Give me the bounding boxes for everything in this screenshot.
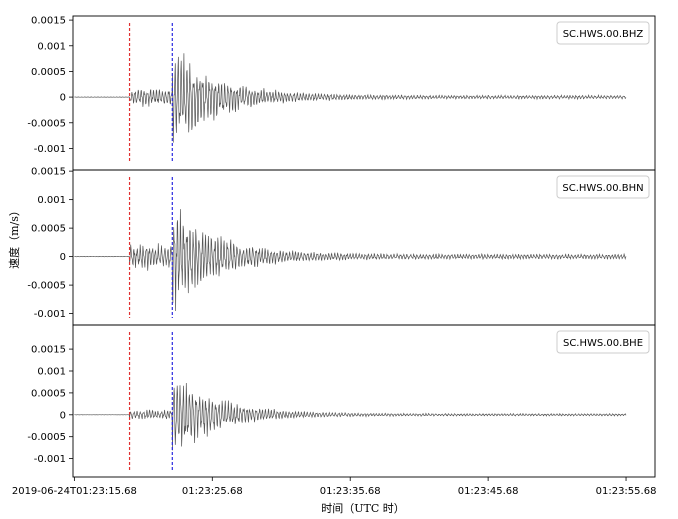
y-tick-label: -0.001 (34, 144, 66, 155)
x-axis-label: 时间（UTC 时） (321, 502, 405, 515)
legend-label: SC.HWS.00.BHZ (563, 29, 644, 40)
seismic-trace (74, 53, 627, 143)
legend-label: SC.HWS.00.BHE (563, 338, 643, 349)
legend-box (556, 21, 650, 45)
panel-1: -0.001 -0.0005 0 0.0005 0.001 0.0015 SC.HWS.00… (27, 15, 656, 171)
panel-frame (72, 324, 656, 478)
panel-2: -0.001 -0.0005 0 0.0005 0.001 0.0015 SC.HWS.00… (27, 167, 656, 326)
seismic-trace (74, 209, 627, 312)
legend-label: SC.HWS.00.BHN (562, 183, 643, 194)
x-tick-label: 01:23:25.68 (182, 486, 243, 497)
y-tick-label: 0.0015 (31, 345, 66, 356)
y-tick-label: 0 (60, 252, 66, 263)
y-tick-label: -0.0005 (27, 118, 66, 129)
y-tick-label: 0.0005 (31, 224, 66, 235)
y-tick-label: -0.001 (34, 454, 66, 465)
y-tick-label: 0.0005 (31, 388, 66, 399)
y-tick-label: -0.0005 (27, 432, 66, 443)
y-tick-label: 0 (60, 410, 66, 421)
x-tick-label: 01:23:45.68 (458, 486, 519, 497)
y-tick-label: 0.0015 (31, 16, 66, 27)
seismic-trace (74, 382, 627, 451)
x-tick-label: 01:23:35.68 (320, 486, 381, 497)
y-tick-label: 0 (60, 93, 66, 104)
y-tick-label: 0.0005 (31, 67, 66, 78)
legend-box (556, 330, 650, 354)
y-tick-label: 0.0015 (31, 167, 66, 178)
y-tick-label: 0.001 (37, 41, 66, 52)
y-axis-label: 速度（m/s） (7, 205, 21, 269)
x-tick-label: 01:23:55.68 (596, 486, 657, 497)
y-tick-label: 0.001 (37, 195, 66, 206)
panels-group: -0.001 -0.0005 0 0.0005 0.001 0.0015 SC.HWS.00… (27, 15, 656, 478)
x-axis: 2019-06-24T01:23:15.68 01:23:25.68 01:23:3… (12, 477, 657, 497)
y-tick-label: -0.001 (34, 309, 66, 320)
legend-box (556, 175, 650, 199)
y-tick-label: 0.001 (37, 366, 66, 377)
y-tick-label: -0.0005 (27, 281, 66, 292)
panel-3: -0.001 -0.0005 0 0.0005 0.001 0.0015 SC.HWS.00… (27, 324, 656, 478)
x-tick-label: 2019-06-24T01:23:15.68 (12, 486, 137, 497)
